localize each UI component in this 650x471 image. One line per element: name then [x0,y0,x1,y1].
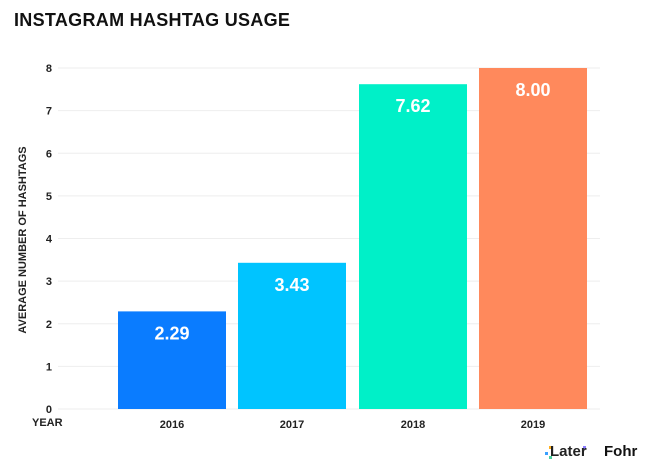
bar-2017 [238,262,346,409]
y-tick-label: 1 [46,361,52,373]
bar-2018 [359,84,467,409]
data-label: 3.43 [274,275,309,295]
y-tick-label: 3 [46,276,52,288]
logo-dot [549,456,552,459]
y-tick-label: 6 [46,148,52,160]
logo-dot [583,446,586,449]
y-tick-label: 5 [46,191,52,203]
later-logo: Later [550,443,587,460]
y-tick-label: 8 [46,63,52,75]
data-label: 8.00 [515,80,550,100]
x-axis-label: YEAR [32,417,63,429]
data-label: 2.29 [154,323,189,343]
logo-dot [545,452,548,455]
x-tick-label: 2018 [401,419,425,431]
x-tick-label: 2019 [521,419,545,431]
x-tick-label: 2017 [280,419,304,431]
y-tick-label: 4 [46,234,53,246]
logo-dot [549,446,552,449]
y-tick-label: 0 [46,404,52,416]
bar-2019 [479,68,587,409]
y-tick-label: 7 [46,106,52,118]
y-tick-label: 2 [46,319,52,331]
x-tick-label: 2016 [160,419,184,431]
data-label: 7.62 [395,96,430,116]
fohr-logo: Fohr [604,443,638,460]
chart-title: INSTAGRAM HASHTAG USAGE [14,10,291,30]
bar-2016 [118,311,226,409]
